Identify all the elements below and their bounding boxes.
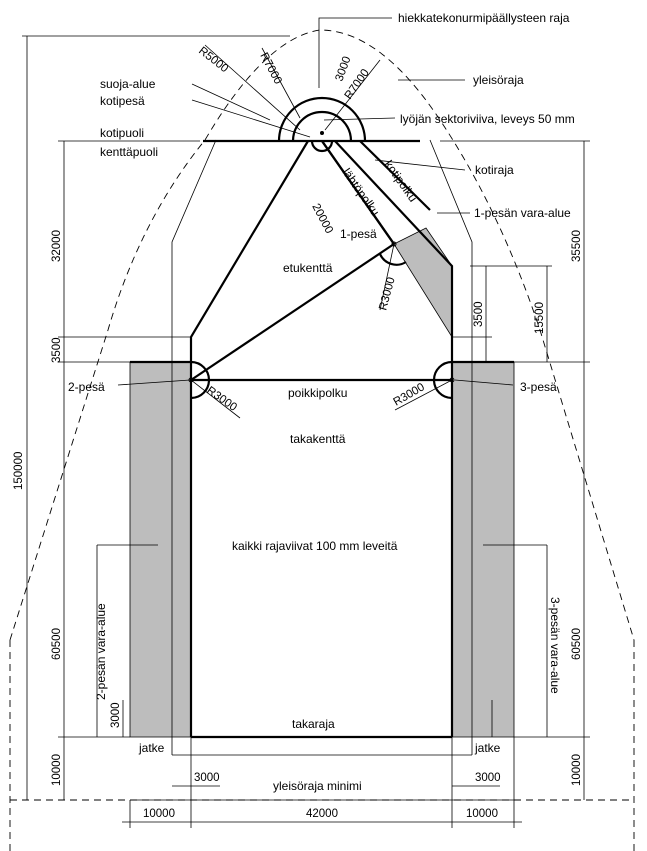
dim-150000: 150000: [13, 452, 25, 490]
dim-60500-left: 60500: [51, 628, 63, 660]
dim-20000: 20000: [309, 202, 335, 236]
leader-r3000-pesa2: [190, 379, 241, 419]
pesa1-dot: [391, 241, 397, 247]
home-plate-arc: [310, 140, 334, 153]
dim-3500-right: 3500: [473, 301, 485, 327]
dim-15500: 15500: [534, 302, 546, 334]
hiekkatekonurmi-label: hiekkatekonurmipäällysteen raja: [398, 11, 570, 25]
pesa2-vara-label: 2-pesän vara-alue: [94, 603, 108, 700]
etukentta-label: etukenttä: [283, 261, 333, 275]
r5000-label: R5000: [196, 45, 230, 75]
sand-boundary: [171, 139, 217, 755]
pesa3-vara-label: 3-pesän vara-alue: [548, 597, 562, 694]
pesa1-vara-label: 1-pesän vara-alue: [474, 206, 571, 220]
suoja-alue-label: suoja-alue: [100, 77, 156, 91]
leader-suoja-alue: [191, 83, 271, 121]
leader-pesa3: [454, 379, 514, 386]
r7000-left-label: R7000: [257, 51, 284, 87]
r3000-top-label: 3000: [334, 55, 354, 83]
outer-dashed-boundary-arc: [9, 29, 635, 641]
home-inner-arc: [291, 110, 353, 142]
leader-kotiraja: [374, 159, 466, 171]
home-outer-arc: [277, 96, 367, 142]
pesa3-dot: [449, 377, 455, 383]
pesa2-vara-alue-area: [129, 361, 192, 738]
lahtopolku-line: [321, 140, 395, 245]
dim-3000-bottom-left: 3000: [194, 772, 220, 784]
etukentta-diagonal: [190, 243, 395, 381]
dim-32000: 32000: [51, 230, 63, 262]
takakentta-label: takakenttä: [290, 432, 346, 446]
kotiraja-line: [359, 140, 431, 211]
leader-r7000-left: [261, 47, 301, 119]
pesa3-label: 3-pesä: [520, 380, 557, 394]
r3000-pesa3-label: R3000: [392, 381, 427, 408]
r3000-pesa1-label: R3000: [377, 276, 397, 312]
leader-r5000: [204, 44, 301, 131]
kotiraja-label: kotiraja: [475, 163, 514, 177]
leader-r3000-pesa1: [379, 243, 395, 311]
dim-35500: 35500: [571, 230, 583, 262]
kotipesa-label: kotipesä: [100, 94, 145, 108]
leader-sektoriviiva: [323, 117, 396, 121]
dim-3500-left: 3500: [51, 337, 63, 363]
leader-r3000-pesa3: [394, 379, 453, 411]
jatke-left-label: jatke: [138, 741, 165, 755]
sand-boundary-right: [429, 139, 473, 755]
jatke-right-label: jatke: [474, 741, 501, 755]
dim-10000-bottom-left: 10000: [143, 808, 175, 820]
dim-42000: 42000: [306, 808, 338, 820]
pesa1-vara-alue-area: [393, 227, 453, 339]
dim-10000-bottom-right: 10000: [466, 808, 498, 820]
pesa1-arc: [378, 253, 407, 266]
kenttapuoli-label: kenttäpuoli: [100, 145, 158, 159]
home-center-dot: [320, 131, 324, 135]
dim-10000-left: 10000: [51, 754, 63, 786]
kotipuoli-label: kotipuoli: [100, 126, 144, 140]
pesa1-label: 1-pesä: [340, 227, 377, 241]
dim-60500-right: 60500: [571, 628, 583, 660]
rajaviivat-label: kaikki rajaviivat 100 mm leveitä: [232, 539, 398, 553]
yleisoraja-label: yleisöraja: [473, 73, 524, 87]
pesa2-arc: [190, 360, 211, 400]
yleisoraja-minimi-label: yleisöraja minimi: [273, 779, 362, 793]
leader-hiekkatekonurmi: [318, 17, 392, 88]
dim-3000-bottom-right: 3000: [475, 772, 501, 784]
pesa2-label: 2-pesä: [68, 380, 105, 394]
r3000-pesa2-label: R3000: [204, 385, 239, 414]
lahtopolku-label: lähtöpolku: [340, 166, 383, 219]
dim-3000-left: 3000: [110, 702, 122, 728]
field-right-boundary: [334, 140, 454, 737]
leader-r7000-right: [324, 59, 381, 131]
leader-pesa2: [117, 379, 191, 386]
sektoriviiva-label: lyöjän sektoriviiva, leveys 50 mm: [400, 112, 575, 126]
dim-10000-right: 10000: [571, 754, 583, 786]
pesa3-vara-alue-area: [451, 361, 515, 738]
leader-kotipesa: [191, 99, 311, 138]
takaraja-label: takaraja: [292, 717, 335, 731]
pesa3-arc: [432, 360, 453, 400]
poikkipolku-label: poikkipolku: [288, 386, 347, 400]
